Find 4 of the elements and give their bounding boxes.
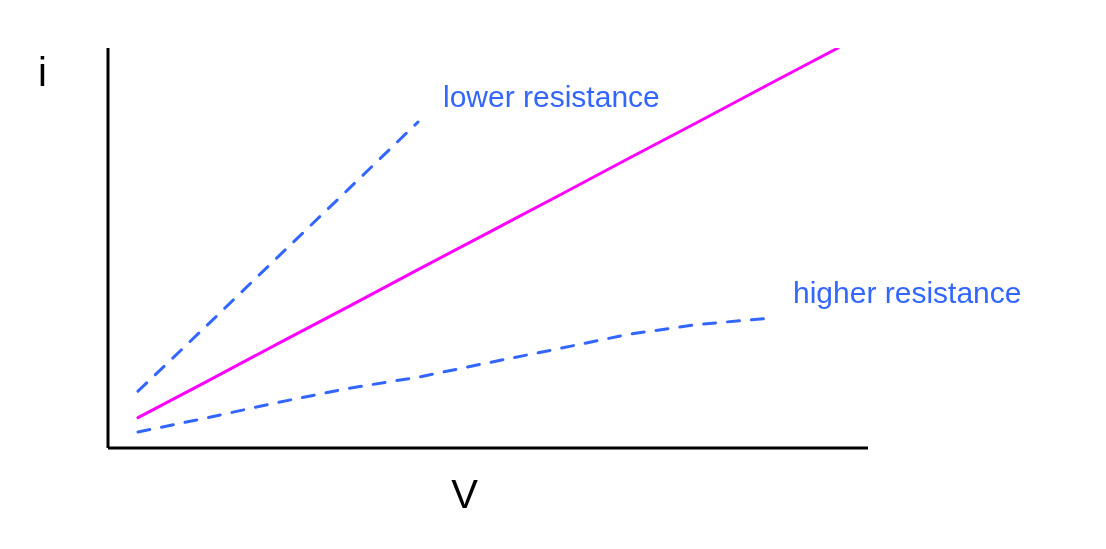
series-label: lower resistance bbox=[443, 80, 660, 113]
series-label: higher resistance bbox=[793, 276, 1022, 310]
y-axis-title: i bbox=[38, 50, 47, 95]
x-axis-title: V bbox=[451, 472, 479, 516]
